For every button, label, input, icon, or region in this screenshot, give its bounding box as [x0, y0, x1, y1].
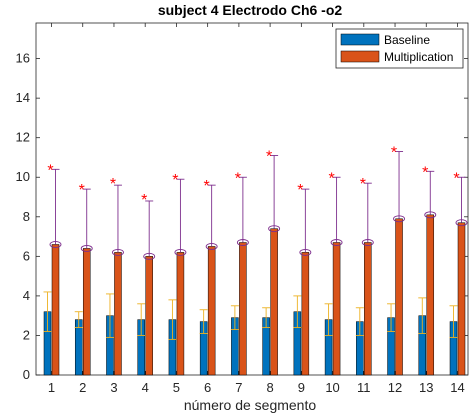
bar-multiplication — [176, 252, 185, 376]
x-tick-label: 1 — [48, 380, 55, 395]
error-circle-multiplication — [330, 239, 343, 246]
error-circle-multiplication — [143, 252, 156, 260]
significance-marker: * — [360, 176, 366, 193]
x-tick-label: 9 — [298, 380, 305, 395]
significance-marker: * — [172, 172, 178, 189]
y-tick-label: 8 — [23, 209, 30, 224]
error-circle-multiplication — [205, 243, 218, 250]
legend-swatch-baseline — [340, 33, 380, 46]
significance-marker: * — [110, 176, 116, 193]
x-tick-label: 4 — [142, 380, 149, 395]
error-circle-multiplication — [174, 248, 187, 256]
bar-multiplication — [145, 256, 153, 376]
error-circle-multiplication — [299, 248, 312, 256]
x-tick-label: 14 — [450, 380, 464, 395]
significance-marker: * — [204, 178, 210, 195]
bar-multiplication — [332, 242, 341, 376]
bar-multiplication — [395, 218, 403, 376]
x-tick-label: 3 — [110, 380, 117, 395]
x-axis: 1 2 3 4 5 6 7 8 9 10 11 12 13 14 — [48, 23, 465, 395]
error-circle-multiplication — [424, 211, 437, 219]
significance-marker: * — [297, 182, 303, 199]
legend-label-multiplication: Multiplication — [384, 50, 453, 64]
error-circle-multiplication — [268, 225, 281, 233]
y-tick-label: 6 — [23, 248, 30, 263]
legend-label-baseline: Baseline — [384, 33, 430, 47]
y-tick-label: 12 — [16, 130, 30, 145]
significance-marker: * — [141, 192, 147, 209]
y-tick-label: 2 — [23, 327, 30, 342]
x-tick-label: 12 — [388, 380, 402, 395]
x-tick-label: 6 — [204, 380, 211, 395]
significance-marker: * — [47, 162, 53, 179]
plot-frame — [35, 22, 469, 376]
bar-multiplication — [51, 244, 60, 376]
significance-marker: * — [453, 170, 459, 187]
x-tick-label: 8 — [266, 380, 273, 395]
significance-marker: * — [328, 170, 334, 187]
significance-marker: * — [79, 182, 85, 199]
error-circle-multiplication — [80, 244, 93, 252]
y-axis: 0 2 4 6 8 10 12 14 16 — [16, 51, 468, 382]
x-tick-label: 7 — [235, 380, 242, 395]
markers-layer: * * * * * * * * * * * * * * — [47, 145, 459, 209]
x-tick-label: 11 — [357, 380, 371, 395]
bar-multiplication — [270, 228, 278, 376]
error-circle-multiplication — [236, 239, 249, 246]
bar-multiplication — [301, 252, 310, 376]
bar-multiplication — [239, 242, 247, 376]
error-circle-multiplication — [455, 219, 468, 227]
bar-multiplication — [207, 246, 216, 376]
bar-multiplication — [426, 214, 435, 376]
error-circle-multiplication — [49, 241, 62, 248]
x-tick-label: 2 — [79, 380, 86, 395]
y-tick-label: 14 — [16, 90, 30, 105]
significance-marker: * — [422, 164, 428, 181]
bars-layer — [43, 214, 466, 376]
y-tick-label: 10 — [16, 169, 30, 184]
x-tick-label: 10 — [325, 380, 339, 395]
legend-swatch-multiplication — [340, 50, 380, 63]
bar-multiplication — [82, 248, 91, 376]
y-tick-label: 16 — [16, 51, 30, 66]
significance-marker: * — [266, 149, 272, 166]
error-circle-multiplication — [112, 248, 124, 256]
error-circle-multiplication — [393, 215, 405, 223]
error-circle-multiplication — [361, 239, 374, 246]
bar-multiplication — [114, 252, 122, 376]
legend: Baseline Multiplication — [335, 28, 464, 69]
significance-marker: * — [235, 170, 241, 187]
significance-marker: * — [391, 145, 397, 162]
x-axis-label: número de segmento — [184, 397, 317, 413]
x-tick-label: 13 — [419, 380, 433, 395]
x-tick-label: 5 — [173, 380, 180, 395]
bar-multiplication — [457, 222, 466, 376]
plot-area — [35, 22, 469, 376]
y-tick-label: 0 — [23, 367, 30, 382]
error-bars-layer — [43, 151, 468, 340]
y-tick-label: 4 — [23, 288, 30, 303]
bar-multiplication — [364, 242, 372, 376]
chart-title: subject 4 Electrodo Ch6 -o2 — [158, 2, 343, 18]
